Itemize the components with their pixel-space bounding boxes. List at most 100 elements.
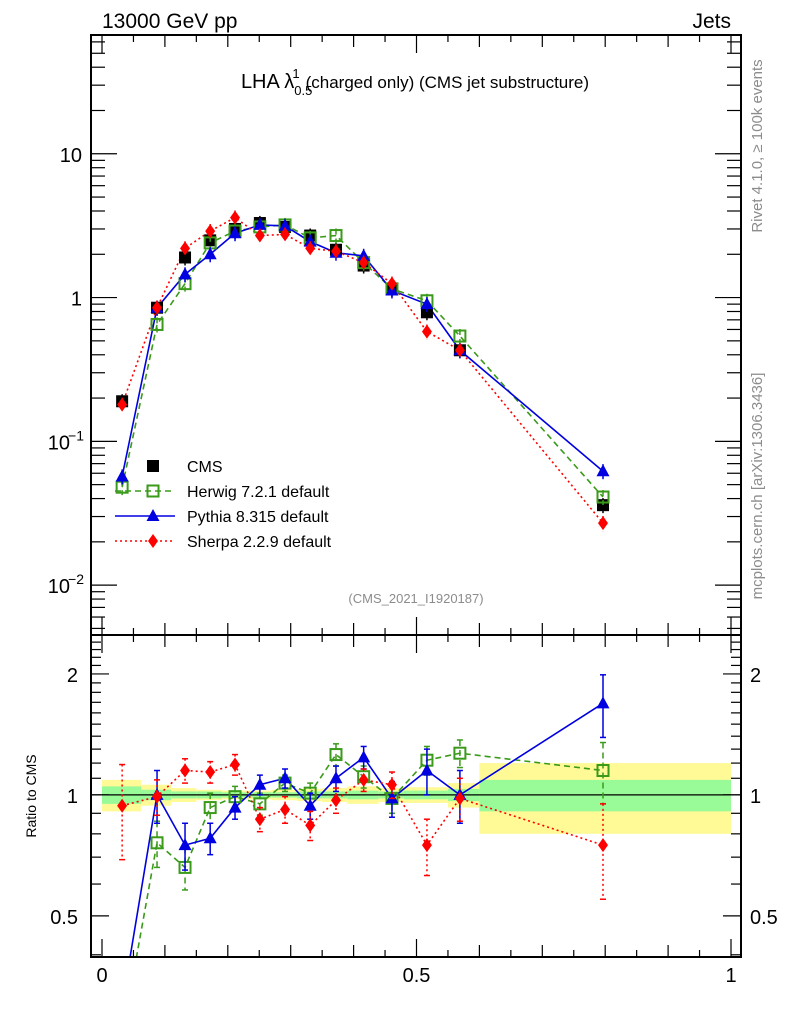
main-point bbox=[386, 276, 397, 291]
legend-marker bbox=[146, 484, 160, 498]
x-tick-label: 0 bbox=[96, 965, 107, 987]
main-point bbox=[253, 217, 267, 230]
series-markers bbox=[115, 210, 610, 900]
main-point bbox=[421, 324, 432, 339]
ratio-point bbox=[597, 838, 608, 853]
main-point bbox=[178, 267, 192, 280]
ratio-ylabel: Ratio to CMS bbox=[23, 754, 39, 837]
main-point bbox=[420, 297, 434, 310]
ratio-y-tick-label-right: 1 bbox=[750, 786, 761, 808]
ratio-point bbox=[280, 802, 291, 817]
ratio-point bbox=[253, 777, 267, 790]
main-point bbox=[278, 218, 292, 231]
ratio-point bbox=[152, 789, 163, 804]
ratio-y-tick-label-right: 2 bbox=[750, 665, 761, 687]
main-point bbox=[596, 490, 610, 504]
ratio-point bbox=[117, 798, 128, 813]
ratio-point bbox=[358, 772, 369, 787]
analysis-label: (CMS_2021_I1920187) bbox=[348, 591, 483, 606]
ratio-point bbox=[203, 831, 217, 844]
y-tick-label: 10 bbox=[48, 576, 70, 598]
ratio-point bbox=[205, 765, 216, 780]
ratio-point bbox=[329, 771, 343, 784]
ratio-point bbox=[150, 836, 164, 850]
main-point bbox=[420, 306, 433, 319]
main-point bbox=[254, 228, 265, 243]
ratio-point bbox=[421, 838, 432, 853]
ratio-point bbox=[278, 771, 292, 784]
main-point bbox=[180, 241, 191, 256]
legend-label: Pythia 8.315 default bbox=[187, 509, 329, 526]
y-tick-label: 10 bbox=[60, 145, 82, 167]
header-right: Jets bbox=[692, 10, 731, 33]
ratio-point bbox=[596, 696, 610, 709]
main-point bbox=[179, 251, 192, 264]
ratio-point bbox=[453, 746, 467, 760]
y-tick-label-exponent: −2 bbox=[68, 571, 84, 587]
ratio-y-tick-label: 0.5 bbox=[50, 907, 78, 929]
main-point bbox=[203, 247, 217, 260]
ratio-y-tick-label: 1 bbox=[67, 786, 78, 808]
ratio-point bbox=[454, 791, 465, 806]
legend-label: Sherpa 2.2.9 default bbox=[187, 534, 332, 551]
ratio-point bbox=[330, 793, 341, 808]
main-point bbox=[305, 241, 316, 256]
y-tick-label: 1 bbox=[71, 289, 82, 311]
series-lines bbox=[121, 216, 604, 957]
ratio-point bbox=[357, 750, 371, 763]
svg-text:LHA λ0.51(charged only) (CMS j: LHA λ0.5 1 (charged only) (CMS jet substru… bbox=[241, 66, 589, 98]
main-point bbox=[280, 227, 291, 242]
main-point bbox=[329, 229, 343, 243]
legend-marker bbox=[147, 460, 159, 472]
main-point bbox=[152, 300, 163, 315]
ratio-point bbox=[178, 838, 192, 851]
main-point bbox=[330, 244, 341, 259]
ratio-point bbox=[386, 777, 397, 792]
legend: CMS Herwig 7.2.1 default Pythia 8.315 defa… bbox=[115, 459, 332, 551]
y-tick-label: 10 bbox=[48, 432, 70, 454]
y-tick-label-exponent: −1 bbox=[68, 427, 84, 443]
header-left: 13000 GeV pp bbox=[102, 10, 237, 33]
ratio-y-tick-label-right: 0.5 bbox=[750, 907, 778, 929]
band-inner bbox=[479, 779, 731, 812]
legend-marker bbox=[146, 509, 160, 521]
ratio-point bbox=[254, 812, 265, 827]
ratio-point bbox=[228, 800, 242, 813]
main-point bbox=[115, 469, 129, 482]
ratio-series-line-1 bbox=[129, 702, 604, 957]
x-tick-label: 0.5 bbox=[403, 965, 431, 987]
main-point bbox=[205, 224, 216, 239]
legend-marker bbox=[148, 534, 158, 548]
legend-label: CMS bbox=[187, 459, 223, 476]
axis-ticks bbox=[91, 35, 741, 957]
legend-label: Herwig 7.2.1 default bbox=[187, 484, 330, 501]
x-tick-label: 1 bbox=[725, 965, 736, 987]
ratio-point bbox=[420, 763, 434, 776]
ratio-point bbox=[329, 748, 343, 762]
x-tick-labels: 0 0.5 1 bbox=[96, 965, 736, 987]
ratio-point bbox=[596, 764, 610, 778]
main-point bbox=[117, 397, 128, 412]
ratio-point bbox=[203, 801, 217, 815]
ratio-point bbox=[230, 757, 241, 772]
title-main: LHA λ bbox=[241, 71, 294, 93]
main-point bbox=[596, 464, 610, 477]
main-point bbox=[453, 329, 467, 343]
mc-uncertainty-bands bbox=[91, 763, 741, 834]
main-point bbox=[358, 255, 369, 270]
rivet-label: Rivet 4.1.0, ≥ 100k events bbox=[749, 59, 766, 232]
main-point bbox=[150, 317, 164, 331]
title-rest: (charged only) (CMS jet substructure) bbox=[306, 73, 589, 92]
ratio-frame bbox=[90, 634, 742, 958]
title-sub: 0.5 bbox=[294, 83, 312, 98]
ratio-y-tick-label: 2 bbox=[67, 665, 78, 687]
main-point bbox=[303, 234, 317, 247]
main-point bbox=[228, 226, 242, 239]
ratio-point bbox=[305, 818, 316, 833]
main-point bbox=[230, 210, 241, 225]
ratio-point bbox=[303, 798, 317, 811]
title-sup: 1 bbox=[292, 66, 299, 81]
mcplots-label: mcplots.cern.ch [arXiv:1306.3436] bbox=[749, 373, 766, 600]
